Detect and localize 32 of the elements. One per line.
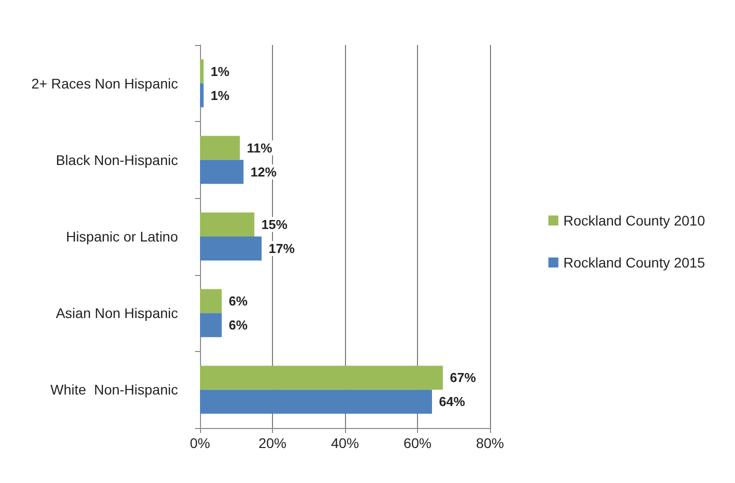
y-tick-label: 2+ Races Non Hispanic (31, 75, 178, 92)
y-tick-label: White Non-Hispanic (50, 382, 178, 398)
bar (200, 59, 204, 84)
legend-label: Rockland County 2015 (563, 254, 706, 270)
bar (200, 83, 204, 108)
x-tick-label: 80% (476, 435, 504, 451)
bar (200, 160, 244, 184)
data-label: 6% (228, 294, 248, 309)
y-tick-label: Hispanic or Latino (66, 228, 178, 244)
legend-label: Rockland County 2010 (563, 212, 706, 228)
x-tick-label: 60% (403, 435, 432, 451)
bar (200, 366, 443, 390)
x-tick-label: 40% (330, 435, 360, 451)
bar (200, 313, 222, 338)
data-label: 1% (210, 88, 230, 103)
bar (200, 289, 222, 314)
bar (200, 136, 240, 160)
x-tick-label: 0% (190, 435, 210, 451)
data-label: 64% (439, 394, 466, 410)
data-label: 11% (246, 140, 273, 156)
y-tick-label: Black Non-Hispanic (56, 152, 178, 168)
bar (200, 212, 254, 236)
data-label: 17% (268, 241, 296, 256)
y-tick-label: Asian Non Hispanic (56, 305, 178, 322)
data-label: 67% (450, 370, 476, 386)
x-tick-label: 20% (258, 435, 287, 451)
data-label: 12% (250, 164, 277, 180)
data-label: 15% (261, 217, 288, 232)
bar (200, 390, 432, 414)
bar (200, 236, 262, 260)
data-label: 6% (228, 318, 248, 333)
data-label: 1% (210, 64, 230, 79)
